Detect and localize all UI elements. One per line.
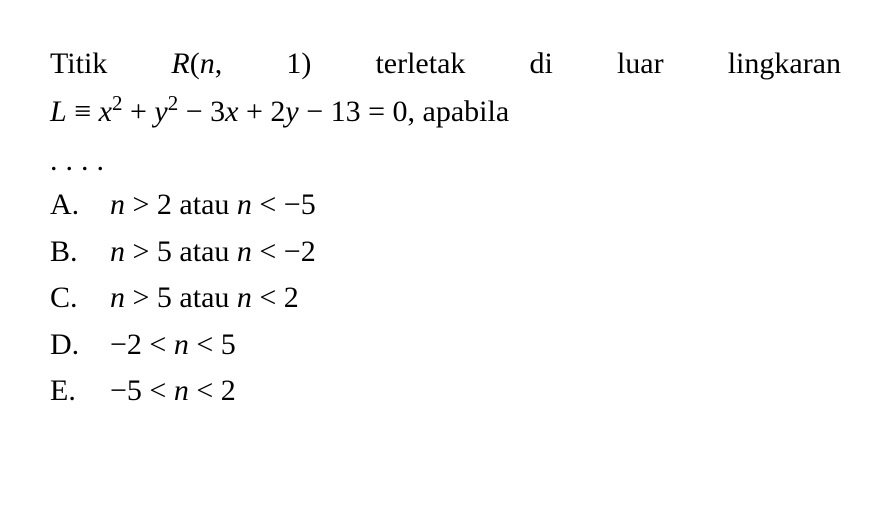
option-letter-d: D. <box>50 322 110 369</box>
sup-x2: 2 <box>112 91 123 115</box>
option-letter-c: C. <box>50 275 110 322</box>
q-word-2: 1) <box>286 40 311 88</box>
option-d: D. −2 < n < 5 <box>50 322 841 369</box>
option-c: C. n > 5 atau n < 2 <box>50 275 841 322</box>
sup-y2: 2 <box>168 91 179 115</box>
option-letter-a: A. <box>50 182 110 229</box>
option-content-d: −2 < n < 5 <box>110 322 841 369</box>
question-line2: L ≡ x2 + y2 − 3x + 2y − 13 = 0, apabila <box>50 88 841 136</box>
option-letter-b: B. <box>50 229 110 276</box>
q-word-1: R(n, <box>171 40 222 88</box>
question-line1: Titik R(n, 1) terletak di luar lingkaran <box>50 40 841 88</box>
option-content-b: n > 5 atau n < −2 <box>110 229 841 276</box>
question-text: Titik R(n, 1) terletak di luar lingkaran… <box>50 40 841 136</box>
q-word-3: terletak <box>375 40 465 88</box>
option-content-a: n > 2 atau n < −5 <box>110 182 841 229</box>
options-list: A. n > 2 atau n < −5 B. n > 5 atau n < −… <box>50 182 841 415</box>
option-e: E. −5 < n < 2 <box>50 368 841 415</box>
q-word-0: Titik <box>50 40 107 88</box>
option-content-e: −5 < n < 2 <box>110 368 841 415</box>
option-b: B. n > 5 atau n < −2 <box>50 229 841 276</box>
option-a: A. n > 2 atau n < −5 <box>50 182 841 229</box>
option-letter-e: E. <box>50 368 110 415</box>
q-word-4: di <box>530 40 553 88</box>
question-dots: .... <box>50 144 841 178</box>
option-content-c: n > 5 atau n < 2 <box>110 275 841 322</box>
q-word-6: lingkaran <box>728 40 841 88</box>
q-word-5: luar <box>617 40 664 88</box>
